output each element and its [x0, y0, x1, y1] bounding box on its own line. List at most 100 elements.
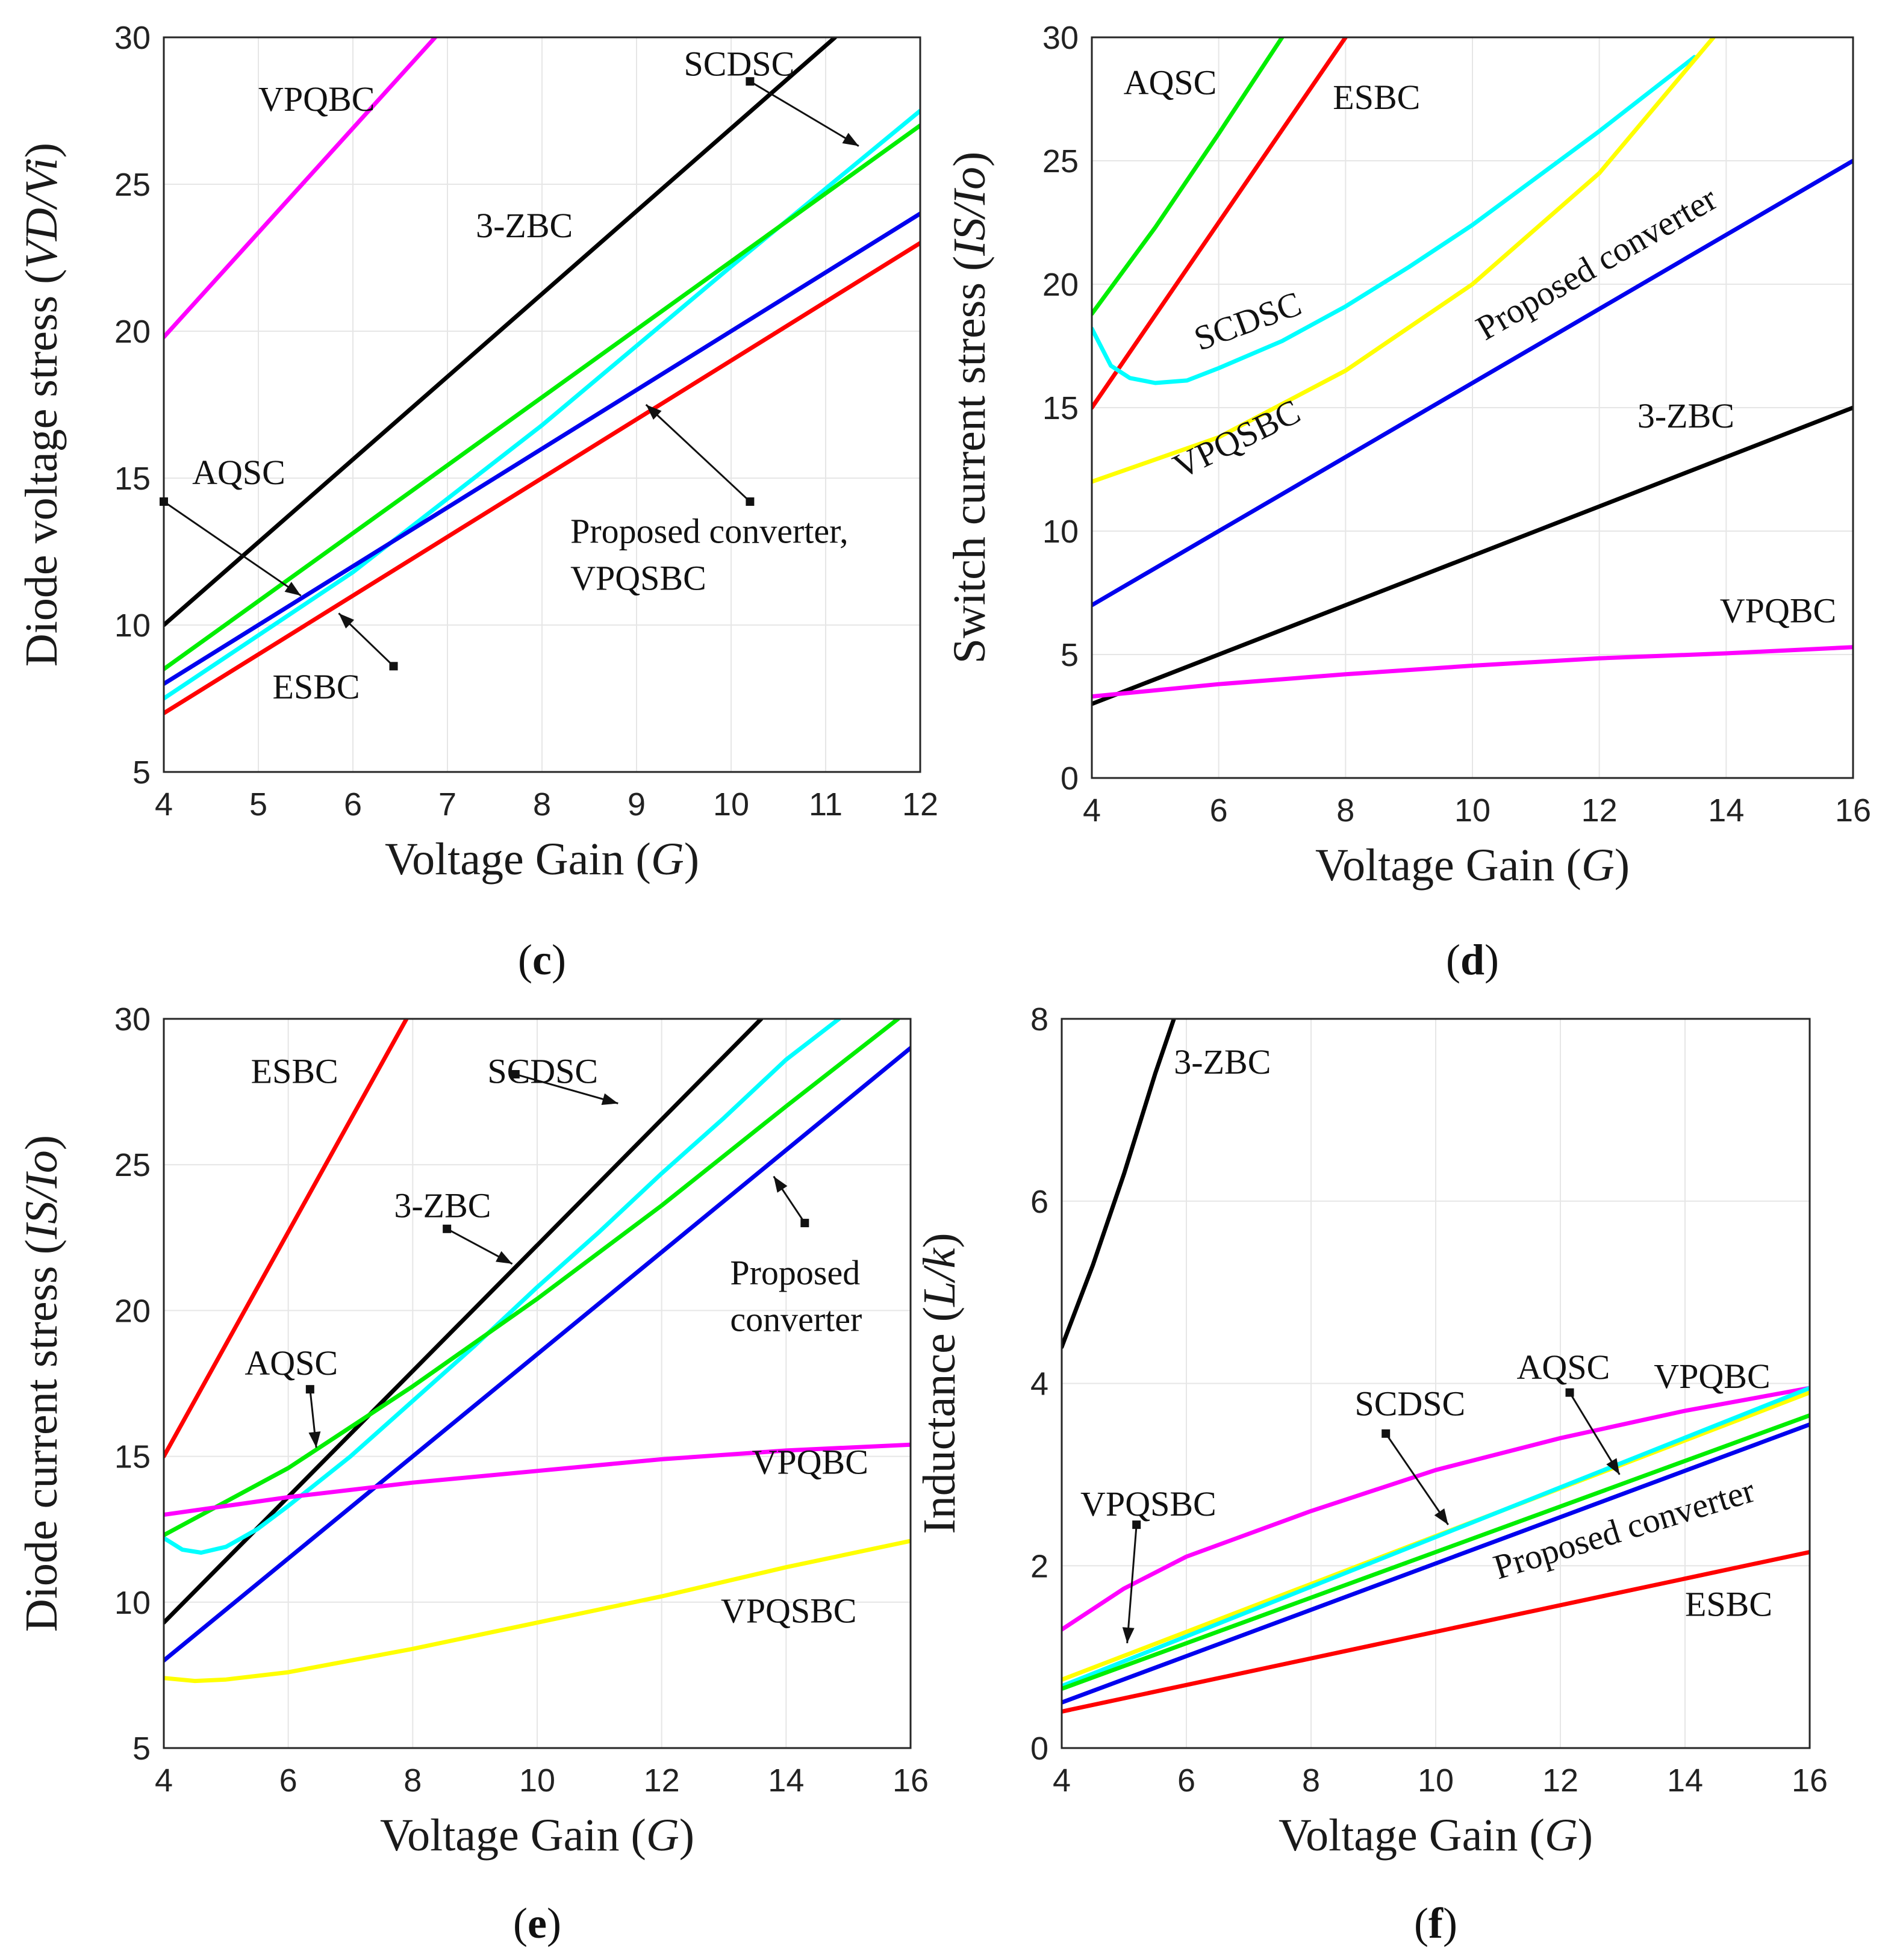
annotation-arrow — [645, 403, 755, 506]
annotation-arrow — [443, 1224, 513, 1265]
annotation-3-zbc: 3-ZBC — [394, 1186, 491, 1225]
annotation-scdsc: SCDSC — [1189, 284, 1306, 358]
x-tick-label: 6 — [1210, 792, 1228, 829]
x-tick-label: 7 — [438, 786, 456, 823]
y-tick-label: 2 — [1030, 1548, 1048, 1584]
y-tick-label: 15 — [114, 1439, 151, 1475]
x-tick-label: 6 — [344, 786, 362, 823]
series-line-scdsc — [1092, 55, 1697, 385]
y-tick-label: 25 — [1042, 143, 1079, 179]
y-axis-label: Diode voltage stress (VD/Vi) — [16, 143, 67, 667]
annotation-vpqsbc: VPQSBC — [1080, 1484, 1216, 1523]
y-axis-label: Diode current stress (IS/Io) — [16, 1135, 67, 1632]
y-tick-label: 15 — [1042, 390, 1079, 426]
annotation-vpqbc: VPQBC — [1654, 1357, 1770, 1396]
x-tick-label: 10 — [713, 786, 749, 823]
annotation-aqsc: AQSC — [1124, 63, 1217, 102]
x-tick-label: 14 — [768, 1762, 804, 1799]
annotation-arrow — [746, 77, 859, 147]
y-tick-label: 30 — [114, 20, 151, 56]
x-tick-label: 6 — [1177, 1762, 1195, 1799]
y-tick-label: 10 — [114, 1585, 151, 1621]
series-line-vpqsbc — [1092, 37, 1716, 484]
y-tick-label: 10 — [1042, 514, 1079, 550]
panel-caption: (d) — [1446, 936, 1499, 984]
panel-caption: (c) — [518, 936, 566, 984]
annotation-esbc: ESBC — [273, 667, 360, 706]
series-line-vpqbc — [1062, 1386, 1810, 1632]
plot-frame — [1091, 36, 1854, 779]
x-axis-label: Voltage Gain (G) — [380, 1810, 694, 1861]
annotation-aqsc: AQSC — [192, 453, 285, 492]
series-line-3-zbc — [1062, 1019, 1176, 1349]
series-line-vpqsbc — [164, 1538, 911, 1684]
plot-frame — [1061, 1018, 1811, 1749]
annotation-3-zbc: 3-ZBC — [1174, 1042, 1271, 1081]
y-tick-label: 6 — [1030, 1184, 1048, 1220]
annotation-arrow — [1122, 1520, 1141, 1644]
x-tick-label: 4 — [155, 786, 173, 823]
series-line-3-zbc — [1092, 405, 1853, 706]
series-line-proposed-converter — [1092, 158, 1853, 608]
y-tick-label: 20 — [114, 1293, 151, 1329]
annotation-arrow — [1565, 1388, 1621, 1475]
x-tick-label: 4 — [1053, 1762, 1071, 1799]
chart-panel-e: 4 6 8 10 12 14 16 5 10 15 20 25 30 Voltage Gain (G) Di… — [16, 1001, 929, 1947]
x-tick-label: 8 — [1336, 792, 1354, 829]
series-line-vpqbc — [164, 37, 438, 340]
annotation-esbc: ESBC — [1685, 1585, 1772, 1624]
y-tick-label: 20 — [114, 314, 151, 350]
x-tick-label: 12 — [1581, 792, 1618, 829]
y-tick-label: 8 — [1030, 1001, 1048, 1038]
x-tick-label: 6 — [279, 1762, 297, 1799]
series-line-proposed-converter — [1062, 1422, 1810, 1705]
y-tick-label: 0 — [1061, 761, 1079, 797]
annotation-aqsc: AQSC — [245, 1343, 338, 1383]
y-tick-label: 0 — [1030, 1731, 1048, 1767]
annotation-proposed: Proposed — [730, 1253, 860, 1292]
x-axis-label: Voltage Gain (G) — [385, 834, 699, 885]
series-line-esbc — [1062, 1550, 1810, 1714]
x-tick-label: 12 — [644, 1762, 680, 1799]
series-line-scdsc — [1062, 1386, 1810, 1688]
annotation-arrow — [773, 1175, 809, 1228]
y-tick-label: 30 — [1042, 20, 1079, 56]
annotation-vpqbc: VPQBC — [258, 79, 375, 119]
annotation-scdsc: SCDSC — [684, 44, 795, 83]
series-line-esbc — [164, 241, 920, 715]
plot-frame — [163, 1018, 912, 1749]
x-tick-label: 14 — [1667, 1762, 1703, 1799]
x-tick-label: 5 — [249, 786, 267, 823]
x-axis-label: Voltage Gain (G) — [1315, 840, 1630, 891]
annotation-vpqsbc: VPQSBC — [721, 1591, 857, 1631]
annotation-proposed-converter: Proposed converter — [1469, 179, 1724, 348]
x-tick-label: 4 — [155, 1762, 173, 1799]
x-tick-label: 8 — [533, 786, 551, 823]
annotation-esbc: ESBC — [1333, 78, 1420, 117]
x-tick-label: 12 — [902, 786, 938, 823]
x-tick-label: 12 — [1542, 1762, 1578, 1799]
x-tick-label: 14 — [1708, 792, 1744, 829]
series-line-proposed-converter — [164, 211, 920, 686]
annotation-3-zbc: 3-ZBC — [1637, 396, 1734, 435]
x-tick-label: 8 — [403, 1762, 422, 1799]
chart-panel-d: 4 6 8 10 12 14 16 0 5 10 15 20 25 30 Voltage Gain (G) S… — [944, 20, 1871, 984]
annotation-converter: converter — [730, 1299, 862, 1339]
series-line-aqsc — [164, 1019, 900, 1537]
panel-caption: (e) — [513, 1899, 561, 1947]
series-line-proposed-converter — [164, 1045, 911, 1663]
y-axis-label: Inductance (L/k) — [914, 1233, 965, 1534]
y-tick-label: 5 — [1061, 637, 1079, 673]
annotation-vpqsbc: VPQSBC — [1167, 391, 1306, 486]
series-line-esbc — [1092, 37, 1348, 410]
y-tick-label: 15 — [114, 461, 151, 497]
series-line-vpqbc — [1092, 645, 1853, 699]
y-tick-label: 25 — [114, 167, 151, 203]
series-line-aqsc — [1092, 37, 1285, 316]
annotation-arrow — [1382, 1429, 1449, 1525]
annotation-scdsc: SCDSC — [1354, 1384, 1465, 1423]
y-tick-label: 10 — [114, 608, 151, 644]
annotation-vpqsbc: VPQSBC — [570, 558, 706, 597]
